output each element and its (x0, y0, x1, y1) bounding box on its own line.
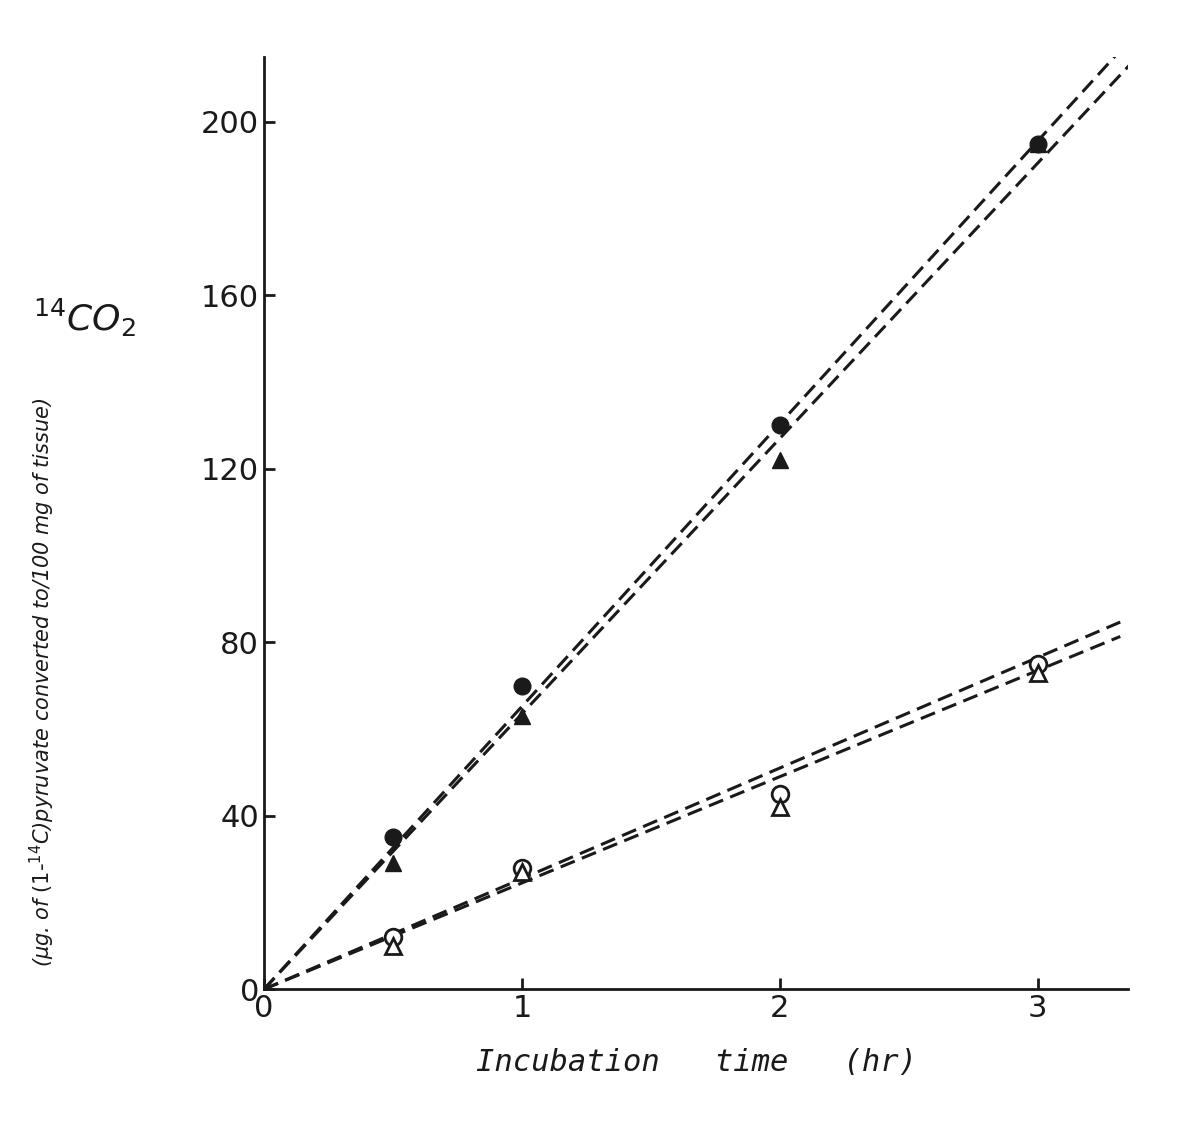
Text: ($\mu$g. of $(1$-$^{14}$C)pyruvate converted to/100 mg of tissue): ($\mu$g. of $(1$-$^{14}$C)pyruvate conve… (28, 398, 56, 966)
Text: $^{14}CO_2$: $^{14}CO_2$ (32, 297, 136, 340)
X-axis label: Incubation   time   (hr): Incubation time (hr) (475, 1048, 917, 1077)
